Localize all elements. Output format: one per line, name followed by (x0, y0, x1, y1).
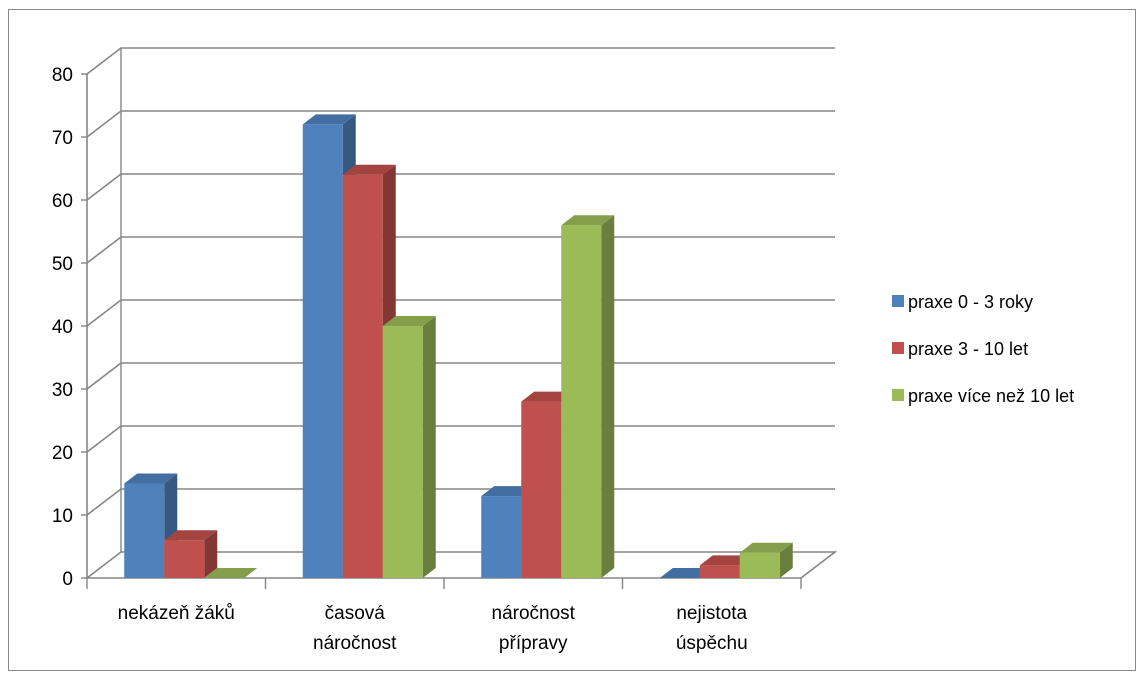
bar-top (164, 530, 218, 541)
bar-top (481, 486, 535, 497)
bar-front (164, 540, 205, 578)
bar-top (561, 215, 615, 226)
y-tick-label: 80 (52, 65, 73, 86)
legend-label: praxe 0 - 3 roky (908, 292, 1033, 312)
bar-side (422, 316, 436, 578)
bar-front (521, 401, 562, 578)
gridline (86, 110, 835, 138)
bar-top (521, 391, 575, 402)
bar (164, 530, 218, 578)
legend-label: praxe více než 10 let (908, 386, 1074, 406)
legend-item: praxe 3 - 10 let (892, 339, 1028, 359)
bar-front (561, 225, 602, 578)
y-tick-label: 20 (52, 443, 73, 464)
legend-swatch (892, 389, 904, 401)
bar-front (699, 565, 740, 578)
bar-top (204, 568, 258, 578)
bar-top (659, 568, 713, 578)
category-label: nekázeň žáků (118, 603, 235, 624)
gridline (86, 47, 835, 75)
bar-side (601, 215, 615, 578)
gridline (86, 236, 835, 264)
bar-front (302, 124, 343, 579)
bar (204, 568, 258, 578)
legend-item: praxe více než 10 let (892, 386, 1074, 406)
legend-label: praxe 3 - 10 let (908, 339, 1028, 359)
bars (124, 114, 793, 579)
bar (739, 542, 793, 578)
y-tick-label: 50 (52, 254, 73, 275)
bar-top (382, 316, 436, 326)
legend-swatch (892, 295, 904, 307)
gridlines (86, 47, 835, 516)
bar-front (382, 326, 423, 578)
category-label: náročnost přípravy (492, 603, 576, 654)
y-tick-label: 60 (52, 191, 73, 212)
bar-side (204, 530, 218, 578)
legend-item: praxe 0 - 3 roky (892, 292, 1033, 312)
y-tick-label: 70 (52, 128, 73, 149)
legend-swatch (892, 342, 904, 354)
category-labels: nekázeň žáků časová náročnost náročnost příp… (118, 603, 748, 654)
axes (81, 48, 802, 589)
bar-front (481, 496, 522, 578)
bar-front (342, 174, 383, 579)
category-label: nejistota úspěchu (676, 603, 748, 654)
bar (561, 215, 615, 578)
y-tick-label: 10 (52, 506, 73, 527)
bar-top (739, 542, 793, 553)
bar-top (699, 555, 753, 566)
y-tick-label: 40 (52, 317, 73, 338)
bar (382, 316, 436, 578)
y-tick-label: 30 (52, 380, 73, 401)
gridline (86, 488, 835, 516)
gridline (86, 299, 835, 327)
category-label: časová náročnost (313, 603, 397, 654)
legend: praxe 0 - 3 roky praxe 3 - 10 let praxe ví… (892, 292, 1074, 406)
bar (659, 568, 713, 578)
bar-side (779, 542, 793, 578)
y-tick-label: 0 (62, 569, 73, 590)
y-tick-labels: 0 10 20 30 40 50 60 70 80 (52, 65, 73, 590)
bar-front (739, 552, 780, 578)
bar-top (342, 164, 396, 175)
gridline (86, 173, 835, 201)
gridline (86, 425, 835, 453)
bar-top (302, 114, 356, 125)
bar-front (124, 483, 165, 578)
bar-top (124, 473, 178, 484)
gridline (86, 362, 835, 390)
